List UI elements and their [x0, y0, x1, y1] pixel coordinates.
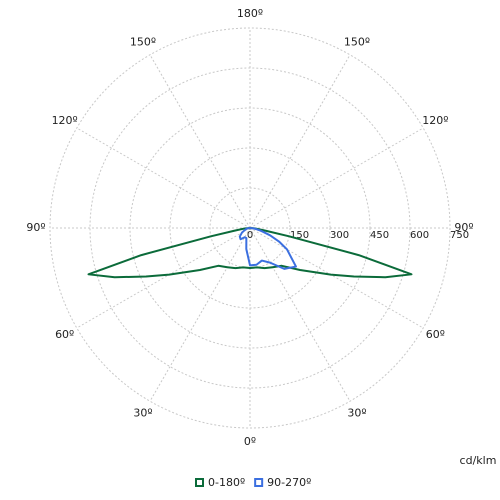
angle-label: 30º	[347, 406, 366, 419]
r-tick-label: 300	[330, 230, 349, 241]
legend-label: 90-270º	[267, 476, 311, 489]
r-tick-label: 150	[290, 230, 309, 241]
spoke	[76, 127, 251, 229]
series-line	[87, 227, 413, 279]
spoke	[249, 54, 351, 229]
spoke	[249, 227, 351, 402]
angle-label: 60º	[426, 328, 445, 341]
angle-label: 60º	[55, 328, 74, 341]
ring	[169, 147, 331, 309]
unit-label: cd/klm	[460, 454, 497, 467]
angle-label: 30º	[133, 406, 152, 419]
spoke	[149, 227, 251, 402]
angle-label: 150º	[130, 36, 156, 49]
series-line	[238, 227, 297, 270]
angle-label: 120º	[422, 114, 448, 127]
r-tick-label: 450	[370, 230, 389, 241]
r-tick-label: 600	[410, 230, 429, 241]
r-tick-label: 750	[450, 230, 469, 241]
ring	[209, 187, 291, 269]
spoke	[249, 127, 424, 229]
spoke	[149, 54, 251, 229]
angle-label: 150º	[344, 36, 370, 49]
angle-label: 180º	[237, 7, 263, 20]
ring	[89, 67, 411, 389]
legend-swatch	[195, 478, 204, 487]
ring	[49, 27, 451, 429]
legend-swatch	[254, 478, 264, 487]
angle-label: 90º	[26, 221, 45, 234]
angle-label: 0º	[244, 435, 256, 448]
ring	[129, 107, 371, 349]
r-tick-label: 0	[247, 230, 253, 241]
spoke	[76, 227, 251, 329]
legend-label: 0-180º	[208, 476, 245, 489]
spoke	[249, 227, 424, 329]
angle-label: 120º	[52, 114, 78, 127]
angle-label: 90º	[454, 221, 473, 234]
